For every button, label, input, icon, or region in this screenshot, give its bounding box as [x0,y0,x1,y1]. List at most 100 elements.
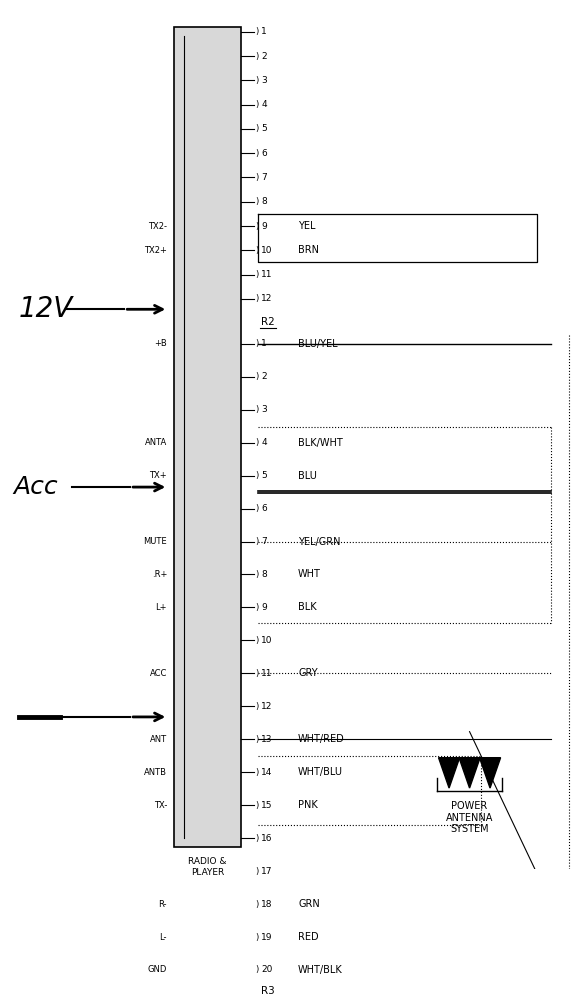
Text: GRY: GRY [298,668,318,678]
Text: 12V: 12V [19,295,73,323]
Text: ACC: ACC [149,669,167,678]
Text: ): ) [255,149,259,158]
Text: ANTB: ANTB [144,768,167,777]
Text: 17: 17 [261,866,273,875]
Text: ): ) [255,294,259,303]
Text: GND: GND [148,965,167,974]
Polygon shape [439,758,460,788]
Text: ): ) [255,27,259,36]
Text: WHT/BLU: WHT/BLU [298,768,343,778]
Text: 8: 8 [261,570,267,579]
Text: ANTA: ANTA [145,438,167,447]
Text: ): ) [255,537,259,546]
Text: 1: 1 [261,27,267,36]
Text: BLU/YEL: BLU/YEL [298,339,338,349]
Text: 18: 18 [261,899,273,908]
Text: PNK: PNK [298,801,318,811]
Text: 2: 2 [261,372,267,381]
Text: 12: 12 [261,702,273,711]
Text: WHT/RED: WHT/RED [298,734,345,744]
Text: ): ) [255,735,259,744]
Text: 9: 9 [261,603,267,612]
Text: 9: 9 [261,221,267,230]
Text: ): ) [255,339,259,348]
Text: BRN: BRN [298,245,319,255]
Bar [174,27,241,847]
Text: 11: 11 [261,270,273,279]
Text: 20: 20 [261,965,273,974]
Text: ): ) [255,504,259,513]
Text: ): ) [255,669,259,678]
Text: RADIO &
PLAYER: RADIO & PLAYER [188,857,227,876]
Text: 11: 11 [261,669,273,678]
Text: ): ) [255,833,259,842]
Text: WHT: WHT [298,569,321,579]
Text: 13: 13 [261,735,273,744]
Text: TX2-: TX2- [148,221,167,230]
Text: R-: R- [159,899,167,908]
Text: 3: 3 [261,405,267,414]
Text: +B: +B [154,339,167,348]
Text: ): ) [255,438,259,447]
Text: MUTE: MUTE [143,537,167,546]
Text: ANT: ANT [150,735,167,744]
Text: R3: R3 [261,986,275,996]
Text: ): ) [255,603,259,612]
Text: Acc: Acc [13,476,58,499]
Text: ): ) [255,636,259,645]
Text: ): ) [255,932,259,941]
Text: ): ) [255,246,259,255]
Text: BLK: BLK [298,602,317,612]
Text: 5: 5 [261,125,267,134]
Text: 7: 7 [261,537,267,546]
Text: 4: 4 [261,438,267,447]
Text: ): ) [255,472,259,481]
Text: 4: 4 [261,100,267,109]
Polygon shape [459,758,480,788]
Text: ): ) [255,899,259,908]
Text: 5: 5 [261,472,267,481]
Text: 6: 6 [261,149,267,158]
Text: RED: RED [298,932,319,942]
Text: ): ) [255,965,259,974]
Text: 6: 6 [261,504,267,513]
Text: TX2+: TX2+ [144,246,167,255]
Text: L+: L+ [155,603,167,612]
Text: 12: 12 [261,294,273,303]
Text: 15: 15 [261,801,273,810]
Text: 2: 2 [261,52,267,61]
Text: ): ) [255,702,259,711]
Text: ): ) [255,125,259,134]
Text: YEL: YEL [298,221,316,231]
Text: POWER
ANTENNA
SYSTEM: POWER ANTENNA SYSTEM [446,801,493,834]
Text: ): ) [255,768,259,777]
Text: ): ) [255,76,259,85]
Text: ): ) [255,221,259,230]
Text: BLK/WHT: BLK/WHT [298,438,343,448]
Text: 10: 10 [261,636,273,645]
Text: 7: 7 [261,172,267,182]
Text: BLU: BLU [298,471,317,481]
Text: ): ) [255,866,259,875]
Text: WHT/BLK: WHT/BLK [298,965,343,975]
Text: ): ) [255,405,259,414]
Text: 8: 8 [261,197,267,206]
Polygon shape [480,758,500,788]
Text: L-: L- [159,932,167,941]
Text: GRN: GRN [298,899,320,909]
Text: R2: R2 [261,317,275,327]
Text: ): ) [255,570,259,579]
Text: TX+: TX+ [149,472,167,481]
Text: 3: 3 [261,76,267,85]
Text: ): ) [255,372,259,381]
Text: 10: 10 [261,246,273,255]
Text: ): ) [255,270,259,279]
Text: 14: 14 [261,768,273,777]
Text: 19: 19 [261,932,273,941]
Text: ): ) [255,52,259,61]
Text: 16: 16 [261,833,273,842]
Text: ): ) [255,801,259,810]
Text: 1: 1 [261,339,267,348]
Text: ): ) [255,172,259,182]
Text: YEL/GRN: YEL/GRN [298,536,340,546]
